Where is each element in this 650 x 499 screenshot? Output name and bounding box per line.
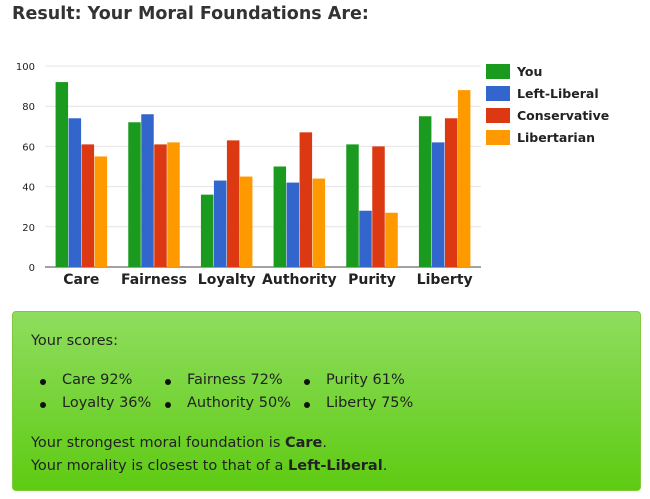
legend-label: You bbox=[516, 64, 542, 79]
legend-label: Libertarian bbox=[517, 130, 595, 145]
bar-chart: 0 20 40 60 80 100 Care Fairness Loyalty Authority… bbox=[16, 62, 609, 288]
legend-label: Left-Liberal bbox=[517, 86, 599, 101]
bar bbox=[444, 118, 458, 267]
bar bbox=[128, 122, 141, 267]
scores-heading: Your scores: bbox=[31, 333, 118, 349]
legend-swatch bbox=[486, 108, 510, 123]
legend-label: Conservative bbox=[517, 108, 609, 123]
bar bbox=[68, 118, 82, 267]
y-tick-label: 100 bbox=[16, 62, 35, 73]
bar bbox=[457, 90, 471, 267]
score-item: Care 92% bbox=[39, 372, 133, 388]
score-item: Liberty 75% bbox=[303, 395, 414, 411]
closest-morality-text: Your morality is closest to that of a Le… bbox=[31, 458, 388, 474]
bar bbox=[312, 178, 326, 267]
bar bbox=[239, 176, 253, 267]
legend-swatch bbox=[486, 130, 510, 145]
category-label: Care bbox=[63, 272, 99, 288]
bar bbox=[55, 82, 69, 267]
legend-swatch bbox=[486, 86, 510, 101]
bar bbox=[286, 182, 300, 267]
y-tick-label: 60 bbox=[22, 142, 35, 153]
bar bbox=[385, 212, 398, 267]
bar bbox=[299, 132, 313, 267]
score-item: Fairness 72% bbox=[165, 372, 283, 388]
page-title: Result: Your Moral Foundations Are: bbox=[12, 4, 369, 24]
category-label: Purity bbox=[348, 272, 396, 288]
bar bbox=[141, 114, 154, 268]
score-item: Loyalty 36% bbox=[39, 395, 152, 411]
category-label: Liberty bbox=[417, 272, 473, 288]
bar bbox=[273, 166, 287, 267]
y-tick-label: 20 bbox=[22, 223, 35, 234]
bar bbox=[167, 142, 180, 267]
legend-swatch bbox=[486, 64, 510, 79]
bar bbox=[154, 144, 167, 267]
score-item: Authority 50% bbox=[165, 395, 291, 411]
bar bbox=[213, 180, 227, 267]
bar bbox=[372, 146, 385, 267]
strongest-foundation-text: Your strongest moral foundation is Care. bbox=[31, 435, 328, 451]
results-panel: Your scores: Care 92% Fairness 72% Purit… bbox=[12, 311, 641, 491]
y-tick-label: 0 bbox=[29, 263, 35, 274]
bar bbox=[431, 142, 445, 267]
bar bbox=[94, 156, 108, 267]
y-tick-label: 40 bbox=[22, 183, 35, 194]
category-label: Authority bbox=[262, 272, 337, 288]
strongest-foundation-value: Care bbox=[284, 435, 323, 451]
bar bbox=[81, 144, 95, 267]
category-label: Fairness bbox=[121, 272, 187, 288]
score-item: Purity 61% bbox=[304, 372, 405, 388]
bar bbox=[200, 194, 214, 267]
bar bbox=[418, 116, 432, 267]
bar bbox=[359, 210, 372, 267]
bar bbox=[346, 144, 359, 267]
category-label: Loyalty bbox=[198, 272, 256, 288]
bar bbox=[226, 140, 240, 267]
y-tick-label: 80 bbox=[22, 102, 35, 113]
closest-morality-value: Left-Liberal bbox=[288, 458, 383, 474]
